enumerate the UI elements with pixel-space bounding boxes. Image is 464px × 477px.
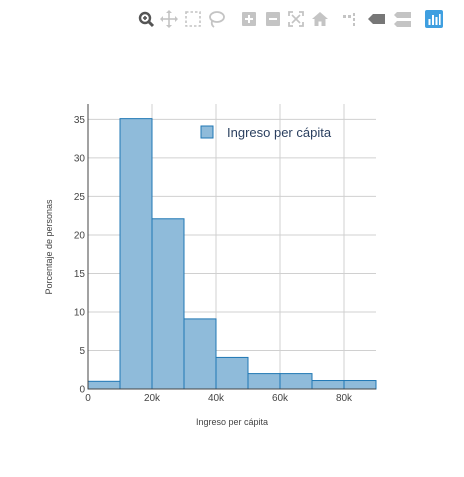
- histogram-bar[interactable]: [311, 380, 345, 390]
- histogram-bar[interactable]: [183, 318, 217, 390]
- box-select-button[interactable]: [183, 8, 203, 30]
- histogram-bar[interactable]: [151, 218, 185, 390]
- hover-compare-icon: [394, 12, 411, 27]
- hover-closest-icon: [368, 14, 385, 24]
- lasso-select-icon: [209, 11, 225, 28]
- y-tick-label: 30: [74, 153, 86, 164]
- reset-axes-button[interactable]: [310, 8, 330, 30]
- zoom-out-icon: [266, 12, 280, 26]
- spike-lines-icon: [343, 13, 355, 27]
- y-tick-label: 10: [74, 307, 86, 318]
- histogram-bar[interactable]: [279, 373, 313, 390]
- pan-button[interactable]: [159, 8, 179, 30]
- legend-swatch: [200, 125, 214, 139]
- x-tick-label: 80k: [336, 393, 353, 404]
- histogram-bar[interactable]: [119, 118, 153, 390]
- histogram-bars: [87, 118, 377, 390]
- axes: 0 5 10 15 20 25 30 35 0 20k 40k 60k 80k: [74, 104, 376, 404]
- y-tick-label: 25: [74, 192, 86, 203]
- legend[interactable]: Ingreso per cápita: [200, 125, 332, 140]
- box-select-icon: [185, 11, 201, 27]
- zoom-in-button[interactable]: [239, 8, 259, 30]
- autoscale-button[interactable]: [286, 8, 306, 30]
- pan-icon: [160, 10, 178, 28]
- legend-label: Ingreso per cápita: [227, 125, 332, 140]
- y-axis-title: Porcentaje de personas: [44, 199, 54, 295]
- histogram-bar[interactable]: [215, 356, 249, 390]
- x-tick-label: 60k: [272, 393, 289, 404]
- y-tick-label: 20: [74, 230, 86, 241]
- histogram-bar[interactable]: [87, 380, 121, 390]
- modebar: [0, 8, 464, 32]
- x-axis-title: Ingreso per cápita: [196, 417, 268, 427]
- reset-axes-icon: [312, 12, 328, 26]
- lasso-select-button[interactable]: [206, 8, 226, 30]
- autoscale-icon: [288, 11, 304, 27]
- histogram-bar[interactable]: [247, 373, 281, 390]
- zoom-button[interactable]: [136, 8, 156, 30]
- hover-closest-button[interactable]: [366, 8, 386, 30]
- histogram-bar[interactable]: [343, 380, 377, 390]
- zoom-icon: [138, 11, 155, 28]
- y-tick-label: 5: [79, 346, 85, 357]
- x-tick-label: 0: [85, 393, 91, 404]
- hover-compare-button[interactable]: [392, 8, 412, 30]
- zoom-in-icon: [242, 12, 256, 26]
- plotly-logo-button[interactable]: [424, 8, 444, 30]
- plotly-logo-icon: [425, 10, 443, 28]
- spike-lines-button[interactable]: [340, 8, 360, 30]
- y-tick-label: 35: [74, 115, 86, 126]
- x-tick-label: 40k: [208, 393, 225, 404]
- x-tick-label: 20k: [144, 393, 161, 404]
- y-tick-label: 15: [74, 269, 86, 280]
- y-tick-label: 0: [79, 385, 85, 396]
- zoom-out-button[interactable]: [263, 8, 283, 30]
